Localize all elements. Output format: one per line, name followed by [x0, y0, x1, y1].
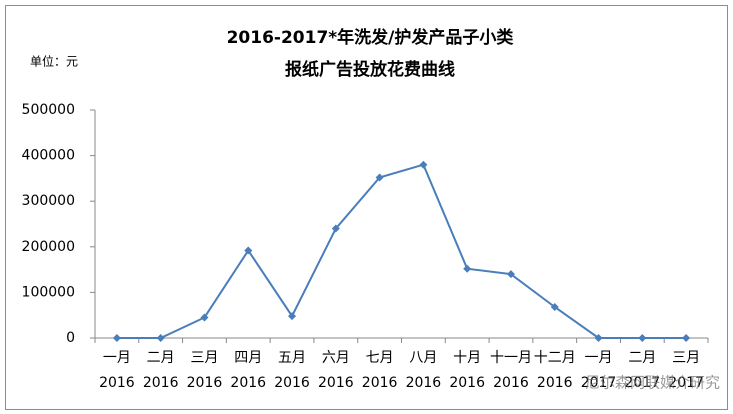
data-marker	[594, 334, 603, 342]
x-tick-year: 2016	[274, 375, 310, 391]
x-tick-label: 八月	[409, 350, 437, 366]
y-tick-label: 300000	[22, 193, 75, 209]
data-marker	[419, 160, 428, 169]
y-tick-label: 100000	[22, 284, 75, 300]
watermark: 尼尔森网联媒介研究	[585, 374, 720, 392]
data-marker	[156, 334, 165, 342]
x-tick-label: 一月	[585, 350, 613, 366]
x-tick-year: 2016	[99, 375, 135, 391]
x-tick-label: 三月	[190, 350, 218, 366]
x-tick-year: 2016	[449, 375, 485, 391]
x-tick-label: 一月	[103, 350, 131, 366]
y-tick-label: 400000	[22, 148, 75, 164]
x-tick-label: 三月	[672, 350, 700, 366]
unit-label: 单位：元	[30, 54, 78, 69]
x-tick-label: 六月	[322, 350, 350, 366]
x-tick-year: 2016	[318, 375, 354, 391]
data-marker	[112, 334, 121, 342]
x-tick-label: 五月	[278, 350, 306, 366]
data-marker	[550, 302, 559, 311]
x-tick-year: 2017	[625, 375, 661, 391]
data-marker	[288, 312, 297, 321]
x-tick-year: 2016	[537, 375, 573, 391]
data-marker	[375, 173, 384, 182]
x-tick-label: 二月	[628, 350, 656, 366]
x-tick-year: 2016	[362, 375, 398, 391]
y-tick-label: 200000	[22, 239, 75, 255]
data-marker	[463, 264, 472, 273]
x-tick-year: 2016	[230, 375, 266, 391]
data-marker	[244, 246, 253, 255]
chart-frame	[5, 5, 728, 410]
x-tick-label: 十二月	[534, 350, 576, 366]
x-tick-year: 2016	[143, 375, 179, 391]
chart-title: 2016-2017*年洗发/护发产品子小类	[227, 27, 515, 48]
y-tick-label: 500000	[22, 102, 75, 118]
x-tick-label: 十一月	[490, 350, 532, 366]
data-line	[116, 163, 687, 339]
data-marker	[331, 224, 340, 233]
data-marker	[638, 334, 647, 342]
data-marker	[200, 313, 209, 322]
data-marker	[682, 334, 691, 342]
x-tick-year: 2016	[493, 375, 529, 391]
data-marker	[506, 270, 515, 279]
x-tick-year: 2017	[581, 375, 617, 391]
chart-subtitle: 报纸广告投放花费曲线	[285, 59, 455, 80]
y-tick-label: 0	[66, 330, 75, 346]
x-tick-label: 二月	[147, 350, 175, 366]
x-tick-year: 2016	[406, 375, 442, 391]
x-tick-year: 2017	[668, 375, 704, 391]
x-tick-label: 七月	[366, 350, 394, 366]
x-tick-year: 2016	[187, 375, 223, 391]
x-tick-label: 四月	[234, 350, 262, 366]
x-tick-label: 十月	[453, 350, 481, 366]
